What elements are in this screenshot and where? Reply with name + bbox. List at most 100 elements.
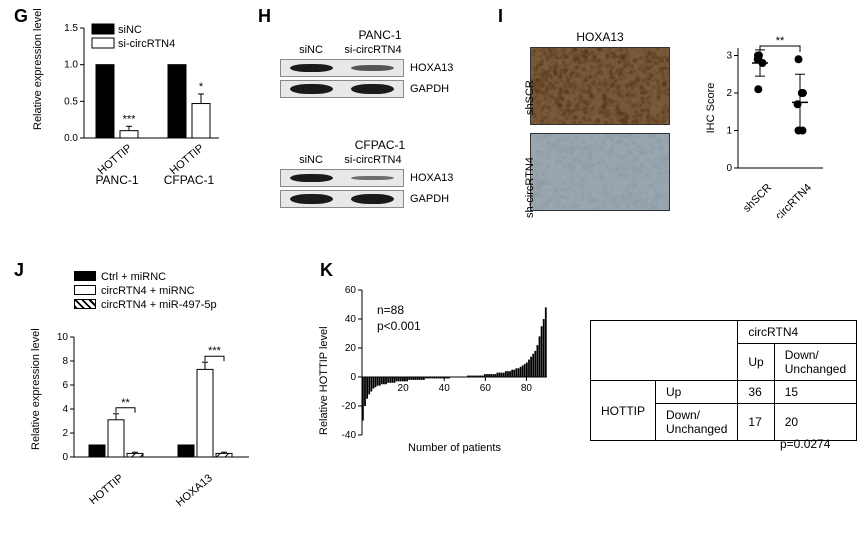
- blot-title: PANC-1: [280, 28, 480, 42]
- band-well: [280, 190, 404, 208]
- band: [342, 60, 403, 76]
- svg-text:**: **: [121, 397, 130, 409]
- svg-text:n=88: n=88: [377, 303, 404, 317]
- panel-i: HOXA13 shSCR sh-circRTN4 0 1 2 3 IHC Score sh…: [505, 10, 855, 230]
- band: [342, 191, 403, 207]
- band-well: [280, 59, 404, 77]
- svg-text:0: 0: [350, 372, 356, 383]
- svg-text:20: 20: [345, 343, 357, 354]
- protein-label: HOXA13: [410, 172, 453, 184]
- svg-text:80: 80: [521, 383, 533, 394]
- table-row-label: Down/Unchanged: [656, 404, 738, 441]
- svg-text:6: 6: [62, 380, 68, 391]
- table-col: Down/Unchanged: [774, 344, 856, 381]
- svg-text:1.0: 1.0: [64, 60, 78, 71]
- ihc-title: HOXA13: [530, 30, 670, 44]
- band: [281, 191, 342, 207]
- ihc-images: HOXA13 shSCR sh-circRTN4: [530, 30, 670, 211]
- band-row: GAPDH: [280, 190, 480, 208]
- panel-g: Relative expression level 0.00.51.01.5si…: [26, 10, 236, 220]
- svg-text:***: ***: [123, 113, 137, 125]
- blot-set-cfpac-1: CFPAC-1 siNCsi-circRTN4 HOXA13 GAPDH: [280, 138, 480, 208]
- lane-label: siNC: [280, 44, 342, 56]
- svg-text:1: 1: [726, 126, 732, 137]
- blot-title: CFPAC-1: [280, 138, 480, 152]
- table-cell: 15: [774, 381, 856, 404]
- svg-text:PANC-1: PANC-1: [95, 173, 138, 187]
- panel-k: Relative HOTTIP level -40-20020406020406…: [310, 265, 855, 530]
- band-row: HOXA13: [280, 169, 480, 187]
- panel-k-table: circRTN4UpDown/UnchangedHOTTIPUp3615Down…: [590, 320, 857, 441]
- band: [342, 81, 403, 97]
- blot-set-panc-1: PANC-1 siNCsi-circRTN4 HOXA13 GAPDH: [280, 28, 480, 98]
- svg-text:10: 10: [57, 332, 69, 343]
- panel-k-pvalue: p=0.0274: [780, 437, 830, 451]
- band-row: GAPDH: [280, 80, 480, 98]
- table-col: Up: [738, 344, 774, 381]
- lane-label: si-circRTN4: [342, 44, 404, 56]
- svg-text:p<0.001: p<0.001: [377, 319, 421, 333]
- panel-label-j: J: [14, 260, 24, 281]
- protein-label: GAPDH: [410, 83, 449, 95]
- svg-text:60: 60: [480, 383, 492, 394]
- ihc-image-shcircrtn4: [530, 133, 670, 211]
- panel-i-scatter: 0123IHC ScoreshSCRsh-circRTN4**: [700, 18, 840, 218]
- panel-g-chart: 0.00.51.01.5siNCsi-circRTN4***HOTTIPPANC…: [26, 10, 236, 220]
- svg-text:shSCR: shSCR: [741, 182, 774, 215]
- band: [281, 81, 342, 97]
- ihc-image-shscr: [530, 47, 670, 125]
- protein-label: HOXA13: [410, 62, 453, 74]
- lane-labels: siNCsi-circRTN4: [280, 154, 480, 166]
- band: [342, 170, 403, 186]
- svg-text:HOTTIP: HOTTIP: [96, 142, 135, 177]
- band: [281, 170, 342, 186]
- svg-text:20: 20: [398, 383, 410, 394]
- panel-h: PANC-1siNCsi-circRTN4HOXA13GAPDHCFPAC-1s…: [265, 10, 490, 245]
- lane-label: siNC: [280, 154, 342, 166]
- svg-text:40: 40: [439, 383, 451, 394]
- svg-text:0.5: 0.5: [64, 96, 78, 107]
- table-cell: 36: [738, 381, 774, 404]
- svg-text:Number of patients: Number of patients: [408, 442, 501, 454]
- panel-label-i: I: [498, 6, 503, 27]
- svg-text:***: ***: [208, 345, 222, 357]
- svg-text:*: *: [199, 81, 204, 93]
- lane-label: si-circRTN4: [342, 154, 404, 166]
- svg-text:8: 8: [62, 356, 68, 367]
- svg-text:4: 4: [62, 404, 68, 415]
- protein-label: GAPDH: [410, 193, 449, 205]
- panel-k-chart: -40 -20 0 20 40 60 20 40 60 80 n=88 p<0.001 Number o…: [310, 265, 570, 485]
- svg-text:40: 40: [345, 314, 357, 325]
- table-rowgroup: HOTTIP: [591, 381, 656, 441]
- table-colgroup: circRTN4: [738, 321, 857, 344]
- band-well: [280, 80, 404, 98]
- panel-j: Ctrl + miRNCcircRTN4 + miRNCcircRTN4 + m…: [26, 265, 271, 535]
- svg-text:HOTTIP: HOTTIP: [87, 472, 126, 507]
- band-row: HOXA13: [280, 59, 480, 77]
- band: [281, 60, 342, 76]
- svg-text:HOTTIP: HOTTIP: [168, 142, 207, 177]
- svg-text:60: 60: [345, 285, 357, 296]
- svg-text:-40: -40: [342, 430, 357, 441]
- svg-text:siNC: siNC: [118, 24, 142, 36]
- table-row-label: Up: [656, 381, 738, 404]
- svg-text:**: **: [776, 35, 785, 47]
- svg-text:0: 0: [62, 452, 68, 463]
- svg-text:HOXA13: HOXA13: [174, 472, 215, 509]
- svg-text:IHC Score: IHC Score: [705, 83, 717, 134]
- band-well: [280, 169, 404, 187]
- svg-text:-20: -20: [342, 401, 357, 412]
- svg-text:1.5: 1.5: [64, 23, 78, 34]
- panel-j-chart: 0 2 4 6 8 10 ** HOTTIP *** HOXA13: [26, 265, 271, 525]
- svg-text:0: 0: [726, 163, 732, 174]
- lane-labels: siNCsi-circRTN4: [280, 44, 480, 56]
- svg-text:CFPAC-1: CFPAC-1: [164, 173, 215, 187]
- svg-text:2: 2: [62, 428, 68, 439]
- ihc-label-shcircrtn4: sh-circRTN4: [524, 157, 536, 218]
- svg-text:2: 2: [726, 88, 732, 99]
- svg-text:si-circRTN4: si-circRTN4: [118, 38, 175, 50]
- table-cell: 20: [774, 404, 856, 441]
- table-cell: 17: [738, 404, 774, 441]
- svg-text:0.0: 0.0: [64, 133, 78, 144]
- svg-text:3: 3: [726, 51, 732, 62]
